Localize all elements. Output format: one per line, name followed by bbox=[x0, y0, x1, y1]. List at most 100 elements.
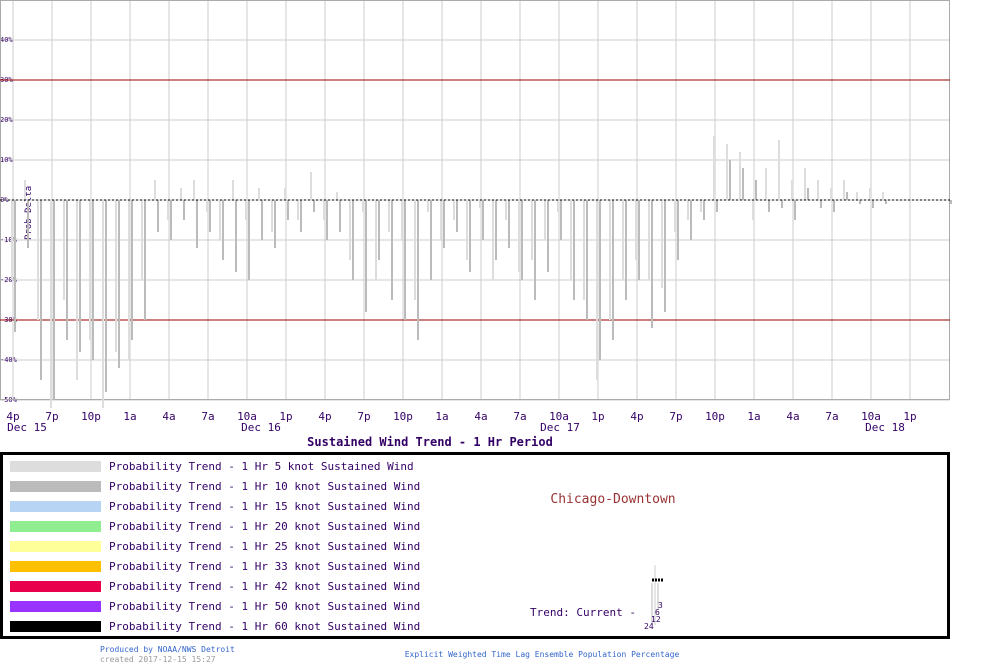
bar bbox=[339, 200, 341, 232]
bar bbox=[235, 200, 237, 272]
bar bbox=[885, 200, 887, 204]
legend-label: Probability Trend - 1 Hr 60 knot Sustain… bbox=[109, 620, 420, 633]
bar bbox=[50, 200, 52, 408]
bar bbox=[310, 172, 312, 200]
bar bbox=[24, 180, 26, 200]
date-label: Dec 17 bbox=[540, 421, 580, 434]
legend-swatch bbox=[10, 621, 101, 632]
bar bbox=[206, 200, 208, 212]
legend-label: Probability Trend - 1 Hr 33 knot Sustain… bbox=[109, 560, 420, 573]
bar bbox=[518, 200, 520, 272]
date-label: Dec 15 bbox=[7, 421, 47, 434]
bar bbox=[14, 200, 16, 332]
bar bbox=[570, 200, 572, 280]
x-tick-label: 1p bbox=[903, 410, 916, 423]
bar bbox=[118, 200, 120, 368]
bar bbox=[833, 200, 835, 212]
bar bbox=[765, 168, 767, 200]
x-tick-label: 4p bbox=[6, 410, 19, 423]
bar bbox=[794, 200, 796, 220]
x-tick-label: 7p bbox=[45, 410, 58, 423]
bar bbox=[882, 192, 884, 200]
bar bbox=[687, 200, 689, 220]
bar bbox=[677, 200, 679, 260]
bar bbox=[102, 200, 104, 408]
x-tick-label: 1a bbox=[123, 410, 136, 423]
bar bbox=[261, 200, 263, 240]
legend-swatch bbox=[10, 581, 101, 592]
bar bbox=[167, 200, 169, 220]
bar bbox=[66, 200, 68, 340]
bar bbox=[154, 180, 156, 200]
bar bbox=[531, 200, 533, 260]
bar bbox=[365, 200, 367, 312]
legend-swatch bbox=[10, 481, 101, 492]
bar bbox=[352, 200, 354, 280]
bar bbox=[755, 180, 757, 200]
bar bbox=[479, 200, 481, 208]
bar bbox=[63, 200, 65, 300]
x-tick-label: 10p bbox=[705, 410, 725, 423]
bar bbox=[297, 200, 299, 220]
trend-glyph-label: 12 bbox=[651, 615, 661, 624]
trend-glyph-label: 3 bbox=[658, 601, 663, 610]
bar bbox=[544, 200, 546, 240]
bar bbox=[586, 200, 588, 320]
bar bbox=[349, 200, 351, 260]
legend-label: Probability Trend - 1 Hr 20 knot Sustain… bbox=[109, 520, 420, 533]
x-tick-label: 10p bbox=[81, 410, 101, 423]
bar bbox=[859, 200, 861, 204]
legend-swatch bbox=[10, 601, 101, 612]
bar bbox=[170, 200, 172, 240]
bar bbox=[196, 200, 198, 248]
bar bbox=[378, 200, 380, 260]
bar bbox=[534, 200, 536, 300]
x-tick-label: 7p bbox=[669, 410, 682, 423]
bar bbox=[921, 200, 923, 201]
bar bbox=[11, 200, 13, 280]
bar bbox=[638, 200, 640, 280]
bar bbox=[596, 200, 598, 380]
bar bbox=[661, 200, 663, 288]
bar bbox=[791, 180, 793, 200]
legend-box bbox=[0, 452, 950, 639]
bar bbox=[492, 200, 494, 280]
bar bbox=[648, 200, 650, 280]
bar bbox=[326, 200, 328, 240]
x-tick-label: 7a bbox=[825, 410, 838, 423]
bar bbox=[287, 200, 289, 220]
legend-label: Probability Trend - 1 Hr 42 knot Sustain… bbox=[109, 580, 420, 593]
bar bbox=[521, 200, 523, 280]
bar bbox=[635, 200, 637, 260]
bar bbox=[599, 200, 601, 360]
bar bbox=[739, 152, 741, 200]
bar bbox=[274, 200, 276, 248]
bar bbox=[898, 200, 900, 201]
bar bbox=[726, 144, 728, 200]
bar bbox=[245, 200, 247, 220]
bar bbox=[768, 200, 770, 212]
bar bbox=[440, 200, 442, 240]
bar bbox=[414, 200, 416, 300]
x-tick-label: 1p bbox=[591, 410, 604, 423]
created-date: created 2017-12-15 15:27 bbox=[100, 655, 216, 664]
bar bbox=[573, 200, 575, 300]
bar bbox=[609, 200, 611, 320]
bar bbox=[547, 200, 549, 272]
bar bbox=[219, 200, 221, 240]
bar bbox=[729, 160, 731, 200]
legend-label: Probability Trend - 1 Hr 10 knot Sustain… bbox=[109, 480, 420, 493]
legend-label: Probability Trend - 1 Hr 5 knot Sustaine… bbox=[109, 460, 414, 473]
legend-swatch bbox=[10, 501, 101, 512]
bar bbox=[742, 168, 744, 200]
bar bbox=[846, 192, 848, 200]
bar bbox=[508, 200, 510, 248]
trend-glyph-label: 6 bbox=[655, 608, 660, 617]
bar bbox=[180, 188, 182, 200]
x-tick-label: 10a bbox=[549, 410, 569, 423]
bar bbox=[505, 200, 507, 220]
bar bbox=[157, 200, 159, 232]
bar bbox=[752, 200, 754, 220]
trend-glyph bbox=[651, 565, 663, 625]
bar bbox=[193, 180, 195, 200]
